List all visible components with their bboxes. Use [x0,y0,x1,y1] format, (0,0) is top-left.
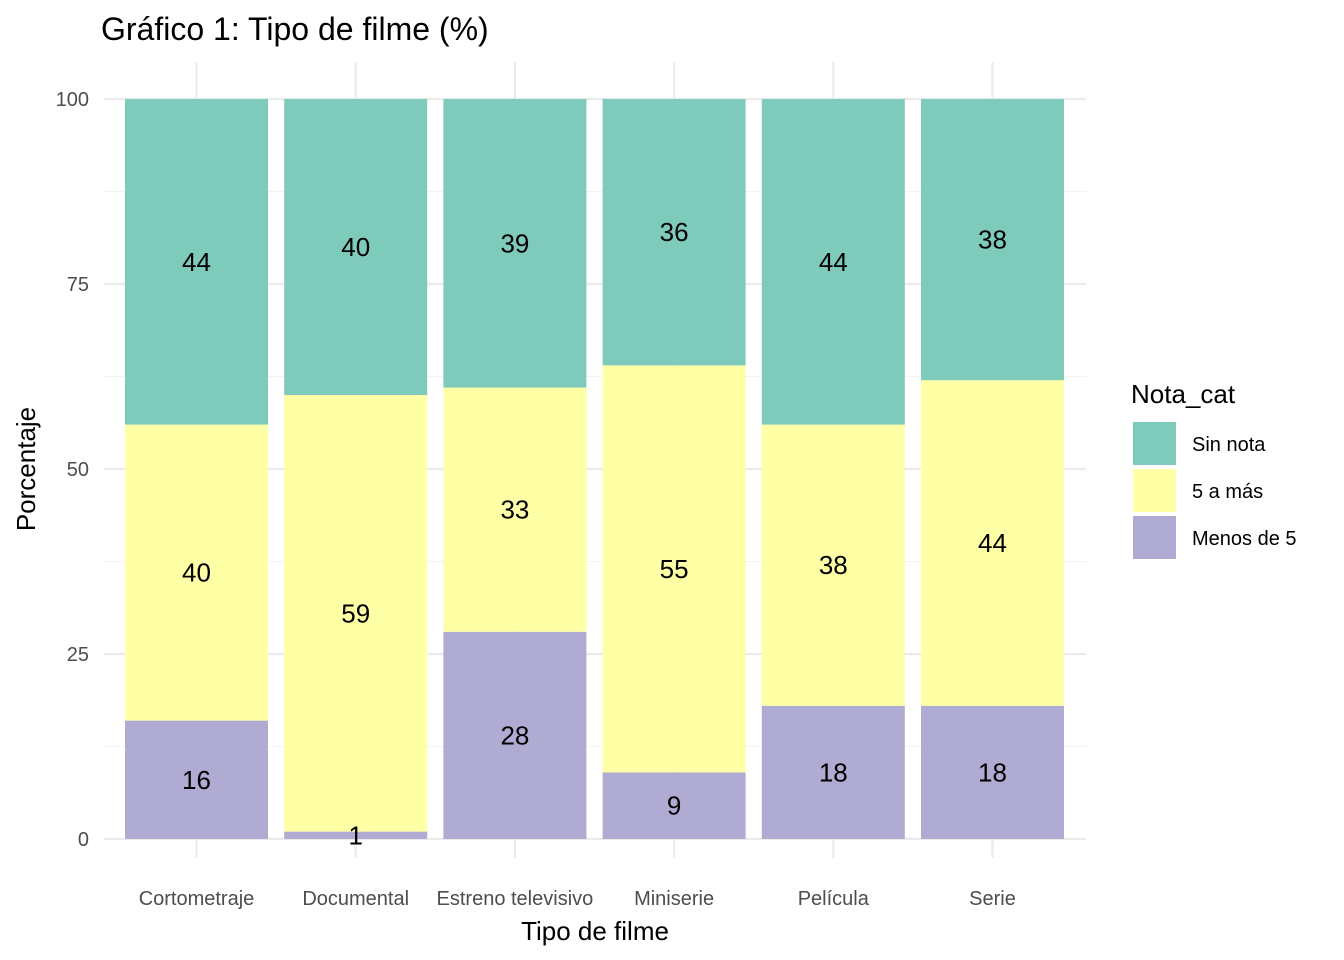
bar-segment [125,99,268,425]
bar-segment [761,99,905,425]
data-label: 1 [348,820,362,850]
legend-items: Sin nota 5 a más Menos de 5 [1133,422,1297,559]
y-axis-title: Porcentaje [11,407,41,531]
y-tick-label: 75 [67,274,89,296]
data-label: 38 [819,550,848,580]
x-axis-ticks: Cortometraje Documental Estreno televisivo… [139,888,1016,910]
bar-segment [125,720,268,839]
bar-segment [602,99,746,366]
chart-title: Gráfico 1: Tipo de filme (%) [101,11,489,47]
bar-segment [602,772,746,839]
data-label: 18 [819,757,848,787]
legend-title: Nota_cat [1131,379,1236,409]
x-tick-label: Documental [302,888,409,910]
y-tick-label: 100 [56,89,89,111]
bar-segment [284,395,428,832]
data-label: 36 [660,217,689,247]
data-label: 44 [819,247,848,277]
y-tick-label: 0 [78,829,89,851]
data-label: 16 [182,765,211,795]
x-tick-label: Estreno televisivo [437,888,594,910]
legend-swatch [1133,422,1176,465]
bar-segment [761,424,905,706]
data-label: 44 [978,528,1007,558]
data-label: 40 [182,558,211,588]
bars-layer [125,99,1064,839]
y-tick-label: 25 [67,644,89,666]
bar-segment [443,99,587,388]
bar-segment [443,387,587,632]
x-tick-label: Miniserie [634,888,714,910]
bar-segment [125,424,268,721]
data-label: 59 [341,598,370,628]
legend: Nota_cat Sin nota 5 a más Menos de 5 [1131,379,1297,559]
data-labels-layer: 16 40 44 1 59 40 28 33 39 9 55 36 18 38 44 18 44 38 [182,217,1007,850]
x-tick-label: Película [798,888,870,910]
x-tick-label: Serie [969,888,1016,910]
bar-segment [284,831,428,839]
y-axis-ticks: 0 25 50 75 100 [56,89,89,851]
y-tick-label: 50 [67,459,89,481]
data-label: 55 [660,554,689,584]
bar-segment [761,705,905,839]
x-axis-title: Tipo de filme [521,916,669,946]
legend-swatch [1133,469,1176,512]
legend-label: Menos de 5 [1192,528,1297,550]
data-label: 44 [182,247,211,277]
data-label: 18 [978,757,1007,787]
bar-segment [921,380,1064,706]
bar-segment [602,365,746,773]
bar-segment [921,99,1064,381]
x-tick-label: Cortometraje [139,888,255,910]
legend-swatch [1133,516,1176,559]
data-label: 33 [500,495,529,525]
data-label: 9 [667,791,681,821]
bar-segment [921,705,1064,839]
data-label: 39 [500,228,529,258]
data-label: 40 [341,232,370,262]
legend-label: Sin nota [1192,434,1266,456]
legend-label: 5 a más [1192,481,1263,503]
bar-segment [443,631,587,839]
bar-segment [284,99,428,395]
data-label: 38 [978,225,1007,255]
data-label: 28 [500,720,529,750]
